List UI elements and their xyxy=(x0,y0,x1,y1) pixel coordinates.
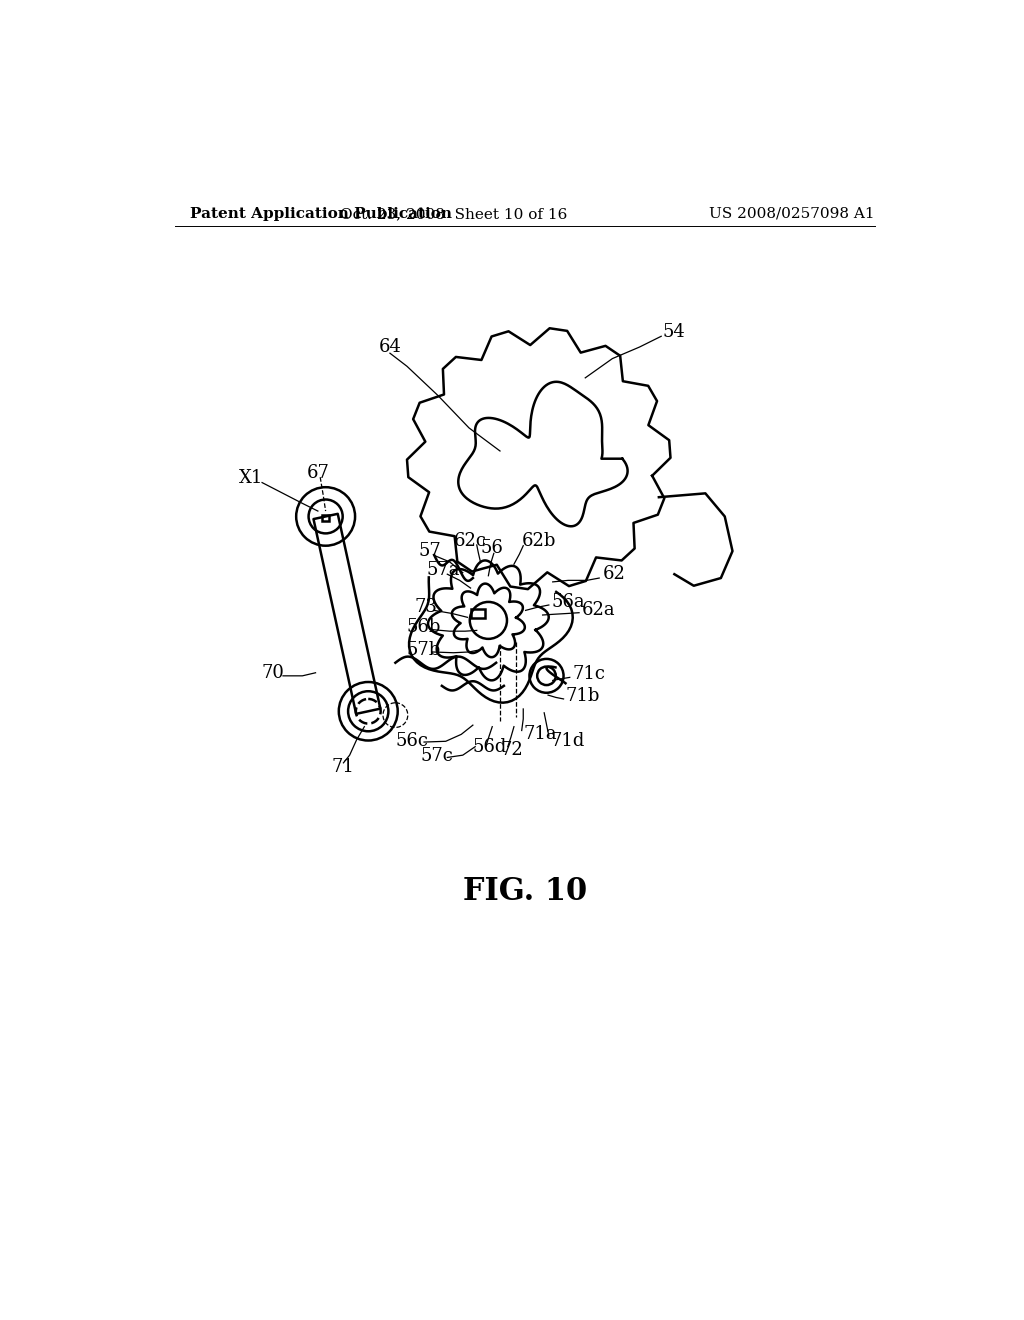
Text: 62b: 62b xyxy=(521,532,556,550)
Text: 57a: 57a xyxy=(426,561,460,579)
Text: 71c: 71c xyxy=(572,665,606,684)
Text: 57: 57 xyxy=(419,543,441,560)
Text: 56b: 56b xyxy=(407,618,441,635)
Text: 56a: 56a xyxy=(551,593,585,611)
Text: X1: X1 xyxy=(239,469,263,487)
Text: 57c: 57c xyxy=(421,747,454,764)
Text: 62c: 62c xyxy=(454,532,486,550)
Text: 56c: 56c xyxy=(395,731,428,750)
Text: Patent Application Publication: Patent Application Publication xyxy=(190,207,452,220)
Text: 71d: 71d xyxy=(550,731,585,750)
Text: 62a: 62a xyxy=(582,601,615,619)
Text: 71b: 71b xyxy=(566,686,600,705)
Text: Oct. 23, 2008  Sheet 10 of 16: Oct. 23, 2008 Sheet 10 of 16 xyxy=(340,207,567,220)
Text: 70: 70 xyxy=(261,664,285,681)
Text: FIG. 10: FIG. 10 xyxy=(463,876,587,907)
Text: 56d: 56d xyxy=(472,738,507,756)
Text: 73: 73 xyxy=(415,598,437,615)
Text: 71: 71 xyxy=(332,758,354,776)
Text: 67: 67 xyxy=(306,463,329,482)
Text: 62: 62 xyxy=(602,565,626,583)
Text: 71a: 71a xyxy=(523,726,557,743)
Text: 54: 54 xyxy=(663,322,685,341)
Text: 56: 56 xyxy=(481,539,504,557)
Text: 72: 72 xyxy=(500,741,522,759)
Text: 57b: 57b xyxy=(407,640,441,659)
Text: 64: 64 xyxy=(379,338,401,356)
Text: US 2008/0257098 A1: US 2008/0257098 A1 xyxy=(710,207,874,220)
